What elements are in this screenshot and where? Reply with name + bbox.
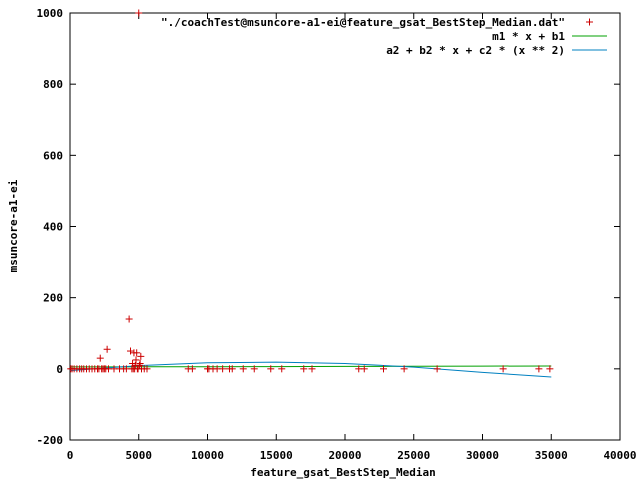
y-axis-title: msuncore-a1-ei: [7, 179, 20, 272]
data-point: [267, 365, 275, 373]
x-tick-label: 25000: [397, 449, 430, 462]
y-tick-label: 800: [43, 78, 63, 91]
data-point: [219, 365, 227, 373]
data-points: [67, 9, 554, 373]
data-point: [143, 365, 151, 373]
quadratic-fit-line: [69, 361, 552, 378]
x-tick-label: 35000: [535, 449, 568, 462]
x-tick-label: 30000: [466, 449, 499, 462]
y-tick-label: 400: [43, 221, 63, 234]
data-point: [132, 356, 140, 364]
data-point: [135, 361, 143, 369]
y-tick-label: -200: [37, 434, 64, 447]
data-point: [133, 349, 141, 357]
data-point: [400, 365, 408, 373]
x-axis-title: feature_gsat_BestStep_Median: [250, 466, 435, 479]
linear-fit-line: [69, 365, 552, 368]
x-tick-label: 15000: [260, 449, 293, 462]
data-point: [250, 365, 258, 373]
data-point: [546, 365, 554, 373]
legend-label-points: "./coachTest@msuncore-a1-ei@feature_gsat…: [161, 16, 565, 29]
data-point: [308, 365, 316, 373]
data-point: [137, 352, 145, 360]
data-point: [136, 359, 144, 367]
x-tick-label: 10000: [191, 449, 224, 462]
data-point: [103, 345, 111, 353]
fit-lines: [69, 361, 552, 378]
data-point: [535, 365, 543, 373]
y-tick-label: 1000: [37, 7, 64, 20]
data-point: [380, 365, 387, 373]
data-point: [300, 365, 308, 373]
y-tick-label: 0: [56, 363, 63, 376]
x-tick-label: 5000: [126, 449, 153, 462]
x-tick-label: 20000: [328, 449, 361, 462]
data-point: [239, 365, 247, 373]
data-point: [188, 365, 196, 373]
data-point: [135, 9, 143, 17]
y-tick-label: 600: [43, 149, 63, 162]
axis-ticks: [69, 12, 621, 441]
data-point: [360, 365, 368, 373]
data-point: [278, 365, 286, 373]
data-point: [228, 365, 236, 373]
legend-marker-points: [586, 18, 593, 26]
legend-label-linear-fit: m1 * x + b1: [492, 30, 565, 43]
axis-tick-labels: 0 5000 10000 15000 20000 25000 30000 35000 40000…: [37, 7, 637, 462]
y-tick-label: 200: [43, 292, 63, 305]
data-point: [127, 347, 134, 355]
legend: "./coachTest@msuncore-a1-ei@feature_gsat…: [161, 16, 607, 57]
data-point: [433, 365, 441, 373]
data-point: [96, 354, 104, 362]
data-point: [125, 315, 133, 323]
x-tick-label: 40000: [603, 449, 636, 462]
x-tick-label: 0: [67, 449, 74, 462]
data-point: [499, 365, 507, 373]
legend-label-quadratic-fit: a2 + b2 * x + c2 * (x ** 2): [386, 44, 565, 57]
